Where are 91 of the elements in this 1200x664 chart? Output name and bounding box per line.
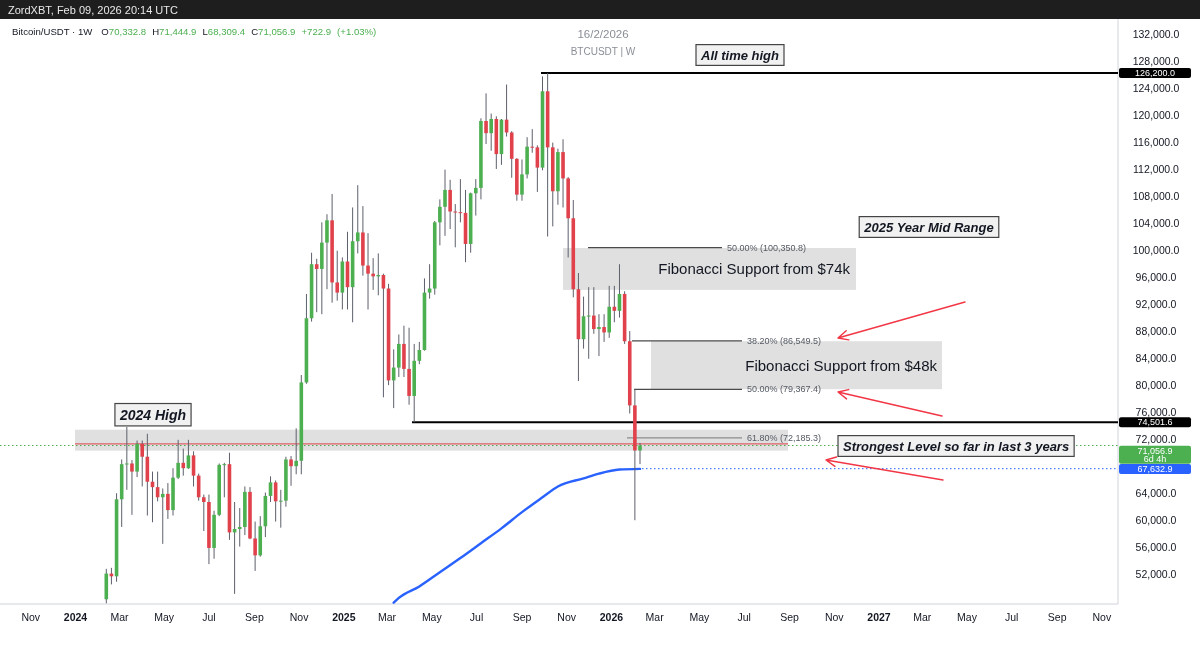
x-tick-label: Nov: [289, 611, 310, 623]
annotation: BTCUSDT | W: [570, 45, 636, 57]
x-tick-label: 2026: [599, 611, 624, 623]
y-tick-label: 60,000.0: [1135, 514, 1177, 527]
candlestick: [130, 459, 134, 516]
y-tick-label: 96,000.0: [1135, 271, 1177, 284]
ref-line-label: 38.20% (86,549.5): [747, 335, 822, 346]
y-tick-label: 108,000.0: [1132, 189, 1180, 202]
y-tick-label: 52,000.0: [1135, 568, 1177, 581]
x-tick-label: 2024: [63, 611, 88, 623]
y-tick-label: 124,000.0: [1132, 81, 1180, 94]
y-tick-label: 116,000.0: [1133, 135, 1180, 148]
candlestick: [166, 482, 170, 520]
candlestick: [443, 169, 447, 237]
candlestick: [253, 521, 257, 572]
ref-line-label: 74,501.6: [1137, 417, 1173, 428]
y-tick-label: 132,000.0: [1132, 27, 1180, 40]
y-tick-label: 80,000.0: [1135, 379, 1177, 392]
x-tick-label: Mar: [645, 611, 665, 623]
candlestick: [237, 507, 242, 548]
x-tick-label: Sep: [780, 611, 800, 623]
x-tick-label: Mar: [110, 611, 130, 623]
ref-line-label: 126,200.0: [1134, 68, 1176, 79]
ref-line-label: 50.00% (79,367.4): [747, 384, 822, 395]
ref-line-label: 61.80% (72,185.3): [747, 432, 822, 443]
x-tick-label: May: [957, 611, 978, 623]
y-tick-label: 72,000.0: [1135, 433, 1177, 446]
band-label: Fibonacci Support from $48k: [745, 356, 938, 374]
band-label: Fibonacci Support from $74k: [658, 260, 851, 278]
candlestick: [325, 213, 329, 290]
y-tick-label: 104,000.0: [1132, 217, 1180, 230]
x-tick-label: Jul: [737, 611, 751, 623]
candlestick: [397, 333, 401, 378]
candlestick: [355, 184, 360, 254]
candlestick: [278, 489, 283, 529]
candlestick: [181, 448, 186, 477]
annotation: 2025 Year Mid Range: [863, 219, 994, 235]
x-tick-label: Sep: [1047, 611, 1067, 623]
x-tick-label: May: [421, 611, 443, 623]
candlestick: [202, 494, 206, 532]
candlestick: [489, 113, 493, 152]
y-tick-label: 120,000.0: [1132, 108, 1180, 121]
y-tick-label: 64,000.0: [1135, 487, 1177, 500]
band-label: 2024 High: [118, 406, 187, 423]
candlestick: [530, 128, 535, 154]
x-tick-label: Jul: [202, 611, 216, 623]
x-tick-label: May: [689, 611, 711, 623]
text: O70,332.8 H71,444.9 L68,309.4 C71,056.9 +722.9 (+1.03%): [101, 25, 377, 37]
x-tick-label: Sep: [512, 611, 532, 623]
candlestick: [597, 313, 601, 357]
text: ZordXBT, Feb 09, 2026 20:14 UTC: [8, 4, 179, 16]
ref-line-label: 71,056.9 6d 4h: [1137, 445, 1173, 464]
x-tick-label: Mar: [378, 611, 397, 623]
x-tick-label: 2027: [867, 611, 891, 623]
candlestick: [366, 232, 370, 310]
x-tick-label: Nov: [21, 611, 41, 623]
annotation: 16/2/2026: [577, 28, 629, 40]
x-tick-label: Nov: [1092, 611, 1112, 623]
annotation: Strongest Level so far in last 3 years: [843, 438, 1070, 454]
x-tick-label: Mar: [913, 611, 932, 623]
y-tick-label: 84,000.0: [1135, 352, 1177, 365]
candlestick: [484, 92, 488, 145]
candlestick: [160, 487, 165, 545]
x-tick-label: May: [154, 611, 175, 623]
x-tick-label: Jul: [1004, 611, 1019, 623]
candlestick: [453, 203, 458, 248]
y-tick-label: 88,000.0: [1135, 325, 1177, 338]
y-tick-label: 100,000.0: [1132, 244, 1180, 257]
y-tick-label: 56,000.0: [1135, 541, 1177, 554]
candlestick: [592, 286, 596, 335]
text: Bitcoin/USDT · 1W: [12, 25, 94, 37]
candlestick: [289, 455, 293, 487]
candlestick: [438, 198, 442, 246]
y-tick-label: 128,000.0: [1132, 54, 1180, 67]
ref-line-label: 67,632.9: [1137, 463, 1173, 474]
x-tick-label: Sep: [245, 611, 264, 623]
y-tick-label: 92,000.0: [1135, 298, 1177, 311]
x-tick-label: 2025: [332, 611, 356, 623]
candlestick: [520, 159, 524, 202]
annotation: All time high: [700, 47, 780, 63]
y-tick-label: 76,000.0: [1135, 406, 1177, 419]
y-tick-label: 112,000.0: [1133, 162, 1180, 175]
candlestick: [314, 258, 319, 313]
x-tick-label: Jul: [469, 611, 484, 623]
candlestick: [474, 178, 478, 217]
x-tick-label: Nov: [557, 611, 577, 623]
candlestick: [448, 179, 452, 230]
candlestick: [602, 313, 606, 343]
ref-line-label: 50.00% (100,350.8): [727, 242, 807, 253]
x-tick-label: Nov: [824, 611, 845, 623]
candlestick: [335, 250, 340, 302]
